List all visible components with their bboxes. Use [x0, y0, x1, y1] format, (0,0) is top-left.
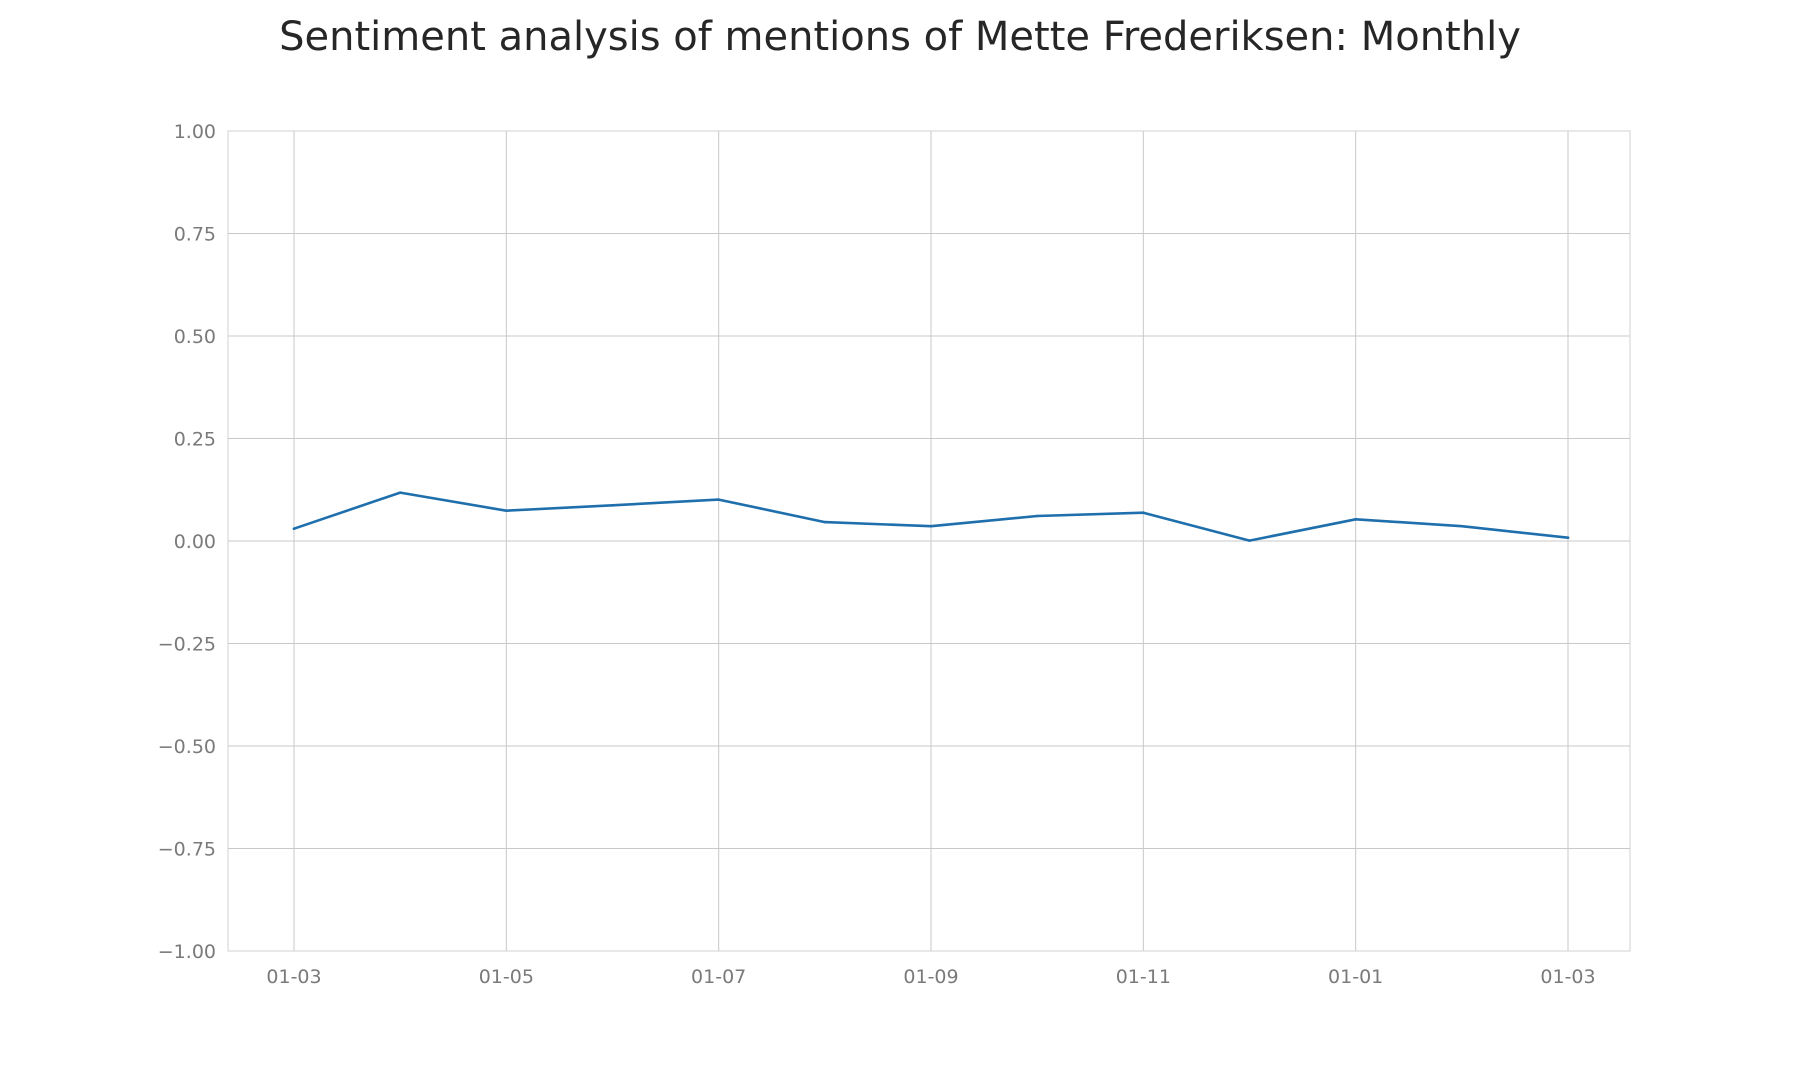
data-point: [505, 509, 508, 512]
y-tick-label: −0.50: [158, 736, 216, 758]
data-point: [611, 504, 614, 507]
x-tick-label: 01-07: [691, 966, 746, 988]
x-tick-label: 01-05: [479, 966, 534, 988]
y-tick-label: 0.75: [174, 224, 216, 246]
data-point: [717, 498, 720, 501]
chart-title: Sentiment analysis of mentions of Mette …: [279, 14, 1521, 60]
y-tick-label: −1.00: [158, 941, 216, 963]
x-tick-label: 01-11: [1116, 966, 1171, 988]
data-point: [1035, 514, 1039, 518]
y-tick-label: −0.25: [158, 634, 216, 656]
y-tick-label: −0.75: [158, 839, 216, 861]
data-point: [1248, 539, 1251, 542]
data-point: [1354, 517, 1357, 521]
y-tick-label: 0.50: [174, 326, 216, 348]
data-point: [1142, 511, 1145, 515]
data-point: [398, 491, 402, 494]
plot-frame: [227, 130, 1631, 952]
data-point: [1566, 536, 1570, 540]
data-point: [823, 520, 827, 524]
data-point: [1460, 524, 1464, 528]
y-tick-label: 0.00: [174, 531, 216, 553]
y-tick-label: 1.00: [174, 121, 216, 143]
x-tick-label: 01-03: [1540, 966, 1595, 988]
y-tick-label: 0.25: [174, 429, 216, 451]
data-point: [292, 527, 296, 530]
x-tick-label: 01-09: [903, 966, 958, 988]
x-tick-label: 01-03: [266, 966, 321, 988]
x-tick-label: 01-01: [1328, 966, 1383, 988]
data-point: [929, 524, 933, 528]
